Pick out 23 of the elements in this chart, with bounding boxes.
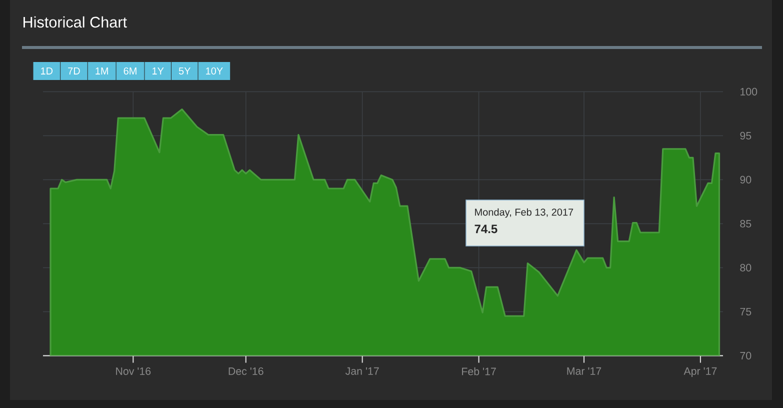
- y-tick-label: 100: [740, 88, 758, 96]
- x-tick-label: Mar '17: [567, 367, 602, 375]
- y-tick-label: 75: [740, 308, 752, 316]
- text: 1D: [41, 68, 53, 74]
- x-tick-label: Nov '16: [116, 367, 151, 375]
- annotation: 74.5: [474, 224, 498, 234]
- y-tick-label: 90: [740, 176, 752, 184]
- text: 1M: [96, 68, 108, 74]
- text: 7D: [68, 68, 80, 74]
- text: 5Y: [178, 68, 191, 74]
- annotation: Monday, Feb 13, 2017: [475, 208, 574, 218]
- y-tick-label: 85: [740, 220, 752, 228]
- text: 1Y: [152, 68, 164, 74]
- chart-title: Historical Chart: [24, 16, 127, 28]
- x-tick-label: Jan '17: [345, 367, 379, 375]
- x-tick-label: Feb '17: [462, 367, 496, 376]
- text: 10Y: [206, 67, 223, 75]
- x-tick-label: Apr '17: [684, 367, 717, 377]
- y-tick-label: 80: [740, 264, 752, 272]
- y-tick-label: 70: [740, 352, 752, 360]
- text: 6M: [124, 67, 136, 75]
- x-tick-label: Dec '16: [228, 367, 264, 375]
- y-tick-label: 95: [740, 132, 752, 140]
